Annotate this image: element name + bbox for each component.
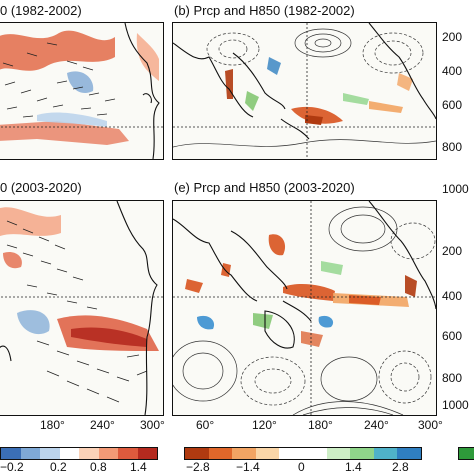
panel-d-plot <box>0 201 163 415</box>
colorbar-right-swatch-7 <box>350 448 374 459</box>
ytick-top-right-0: 200 <box>442 30 463 44</box>
colorbar-left-swatch-7 <box>137 448 157 459</box>
colorbar-left <box>0 447 158 460</box>
xtick-left-180: 180° <box>40 418 65 432</box>
ytick-bottom-right-3: 600 <box>442 329 463 343</box>
ytick-bottom-right-5: 1000 <box>442 398 469 412</box>
ytick-bottom-right-2: 400 <box>442 289 463 303</box>
colorbar-left-swatch-2 <box>40 448 60 459</box>
panel-d-wind-arrows <box>6 220 148 403</box>
panel-d-coastline <box>0 201 158 415</box>
colorbar-left-swatch-3 <box>59 448 79 459</box>
colorbar-right-label-0: −2.8 <box>186 460 210 474</box>
panel-b-contours <box>173 28 436 148</box>
panel-a-wind-arrows <box>2 42 116 118</box>
panel-b-coastline <box>173 23 436 140</box>
panel-a-plot <box>0 23 163 159</box>
panel-e-contours <box>173 206 436 415</box>
panel-a-map <box>0 22 164 160</box>
xtick-right-60: 60° <box>196 418 215 432</box>
colorbar-right-swatch-3 <box>255 448 280 459</box>
colorbar-right-swatch-6 <box>326 448 351 459</box>
xtick-right-120: 120° <box>252 418 277 432</box>
colorbar-left-swatch-5 <box>98 448 118 459</box>
colorbar-right-label-1: −1.4 <box>236 460 260 474</box>
colorbar-right-swatch-5 <box>302 448 327 459</box>
colorbar-left-swatch-4 <box>79 448 99 459</box>
colorbar-left-label-3: 1.4 <box>130 460 147 474</box>
colorbar-right-label-3: 1.4 <box>345 460 362 474</box>
panel-e-map <box>172 200 437 416</box>
ytick-bottom-right-0: 1000 <box>442 182 469 196</box>
panel-b-map <box>172 22 437 160</box>
xtick-right-240: 240° <box>364 418 389 432</box>
panel-a-coastline <box>124 23 160 159</box>
colorbar-right-label-4: 2.8 <box>392 460 409 474</box>
colorbar-right-swatch-0 <box>185 448 209 459</box>
panel-b-title: (b) Prcp and H850 (1982-2002) <box>174 3 355 18</box>
xtick-left-300: 300° <box>140 418 165 432</box>
panel-e-plot <box>173 201 436 415</box>
panel-d-title: 0 (2003-2020) <box>0 180 82 195</box>
colorbar-right-swatch-9 <box>397 448 421 459</box>
ytick-bottom-right-4: 800 <box>442 371 463 385</box>
panel-b-plot <box>173 23 436 159</box>
colorbar-right-swatch-4 <box>279 448 303 459</box>
colorbar-right-label-2: 0 <box>298 460 305 474</box>
panel-e-title: (e) Prcp and H850 (2003-2020) <box>174 180 355 195</box>
colorbar-left-label-2: 0.8 <box>90 460 107 474</box>
xtick-left-240: 240° <box>90 418 115 432</box>
colorbar-partial-third <box>458 447 474 460</box>
ytick-top-right-3: 800 <box>442 140 463 154</box>
ytick-top-right-2: 600 <box>442 98 463 112</box>
colorbar-left-swatch-1 <box>20 448 40 459</box>
colorbar-right-swatch-2 <box>232 448 256 459</box>
colorbar-right-swatch-8 <box>373 448 398 459</box>
ytick-bottom-right-1: 200 <box>442 244 463 258</box>
panel-e-coastline <box>173 201 436 349</box>
colorbar-left-label-0: −0.2 <box>0 460 24 474</box>
ytick-top-right-1: 400 <box>442 64 463 78</box>
colorbar-right-swatch-1 <box>208 448 233 459</box>
colorbar-right <box>184 447 422 460</box>
xtick-right-300: 300° <box>418 418 443 432</box>
panel-a-title: 0 (1982-2002) <box>0 3 82 18</box>
xtick-right-180: 180° <box>308 418 333 432</box>
colorbar-left-swatch-0 <box>1 448 21 459</box>
colorbar-left-swatch-6 <box>118 448 138 459</box>
panel-d-map <box>0 200 164 416</box>
colorbar-left-label-1: 0.2 <box>50 460 67 474</box>
